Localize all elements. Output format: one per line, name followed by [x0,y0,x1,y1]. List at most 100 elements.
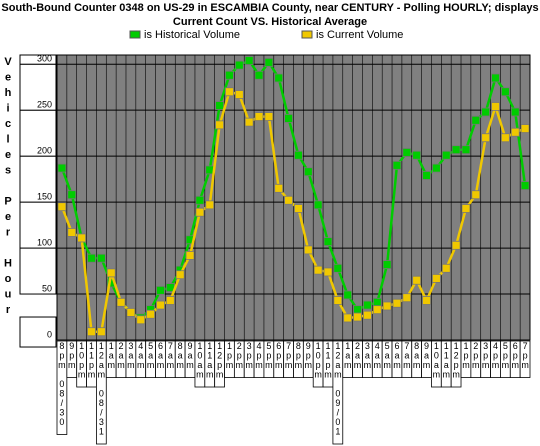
x-tick-box [332,340,344,445]
data-point [67,228,77,237]
data-point [510,107,520,117]
data-point [471,115,481,125]
data-point [363,300,372,310]
data-point [225,70,234,80]
data-point [491,73,500,83]
data-point [431,274,441,283]
data-point [481,107,491,117]
y-tick-label: 250 [37,100,52,110]
y-tick-label: 150 [37,191,52,201]
data-point [156,300,165,310]
data-point [392,160,402,170]
data-point [372,305,382,315]
data-point [500,87,510,97]
data-point [520,181,530,190]
data-point [461,204,471,213]
data-point [441,150,451,160]
data-point [353,312,362,322]
data-point [481,133,491,143]
data-point [451,145,461,155]
data-point [372,297,382,307]
data-point [422,171,431,180]
x-tick-box [519,340,531,378]
legend-label: is Historical Volume [144,29,240,41]
data-point [353,305,362,315]
data-point [500,133,510,143]
y-tick-label: 0 [47,329,52,339]
data-point [313,200,323,210]
data-point [234,60,244,70]
y-tick-label: 100 [37,237,52,247]
y-tick-box [19,316,57,348]
data-point [175,270,185,280]
data-point [234,90,244,99]
data-point [431,163,441,173]
x-tick-box [56,340,68,435]
data-point [146,309,156,319]
data-point [215,101,224,110]
data-point [87,327,96,337]
data-point [402,293,412,303]
data-point [323,267,333,277]
data-point [343,313,353,323]
data-point [106,268,116,278]
data-point [451,240,461,250]
data-point [67,190,77,200]
data-point [96,327,106,337]
y-tick-label: 50 [42,283,52,293]
y-tick-box [19,201,57,249]
y-tick-box [19,109,57,157]
data-point [57,163,67,173]
data-point [264,112,274,121]
data-point [156,285,165,295]
data-point [303,167,313,177]
data-point [96,253,106,263]
data-point [313,265,323,275]
data-point [264,57,274,67]
chart-subtitle: Current Count VS. Historical Average [173,16,367,28]
data-point [333,296,343,305]
data-point [205,200,215,210]
x-tick-box [96,340,107,445]
data-point [520,124,530,133]
data-point [412,275,422,285]
data-point [77,233,87,243]
data-point [412,150,422,160]
data-point [491,102,500,111]
data-point [343,290,353,300]
data-point [284,114,293,123]
